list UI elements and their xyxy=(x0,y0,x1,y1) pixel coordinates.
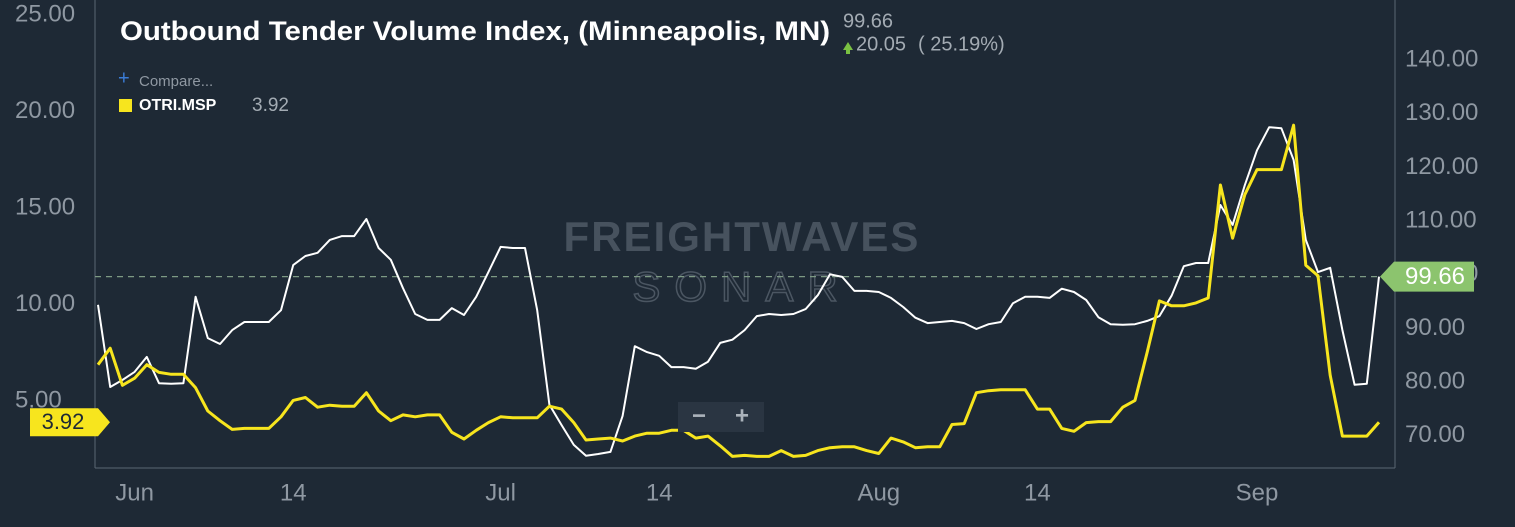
watermark: SONAR xyxy=(632,263,851,310)
last-value: 99.66 xyxy=(843,10,893,32)
value-tag xyxy=(1380,261,1474,292)
y2-tick-label: 80.00 xyxy=(1405,367,1465,394)
series-line xyxy=(97,126,1380,457)
zoom-in[interactable]: + xyxy=(735,402,749,429)
chart-title: Outbound Tender Volume Index, (Minneapol… xyxy=(120,16,830,46)
compare-link[interactable]: Compare... xyxy=(139,73,213,90)
watermark: FREIGHTWAVES xyxy=(564,213,921,260)
y-tick-label: 15.00 xyxy=(15,194,75,221)
zoom-out[interactable]: − xyxy=(692,402,706,429)
y2-tick-label: 140.00 xyxy=(1405,45,1478,72)
zoom-control xyxy=(678,402,764,432)
y2-tick-label: 90.00 xyxy=(1405,314,1465,341)
x-tick-label: Jul xyxy=(485,479,516,506)
up-arrow xyxy=(846,50,850,54)
y2-tick-label: 70.00 xyxy=(1405,421,1465,448)
change-pct: ( 25.19%) xyxy=(918,33,1005,55)
x-tick-label: 14 xyxy=(646,479,673,506)
value-tag xyxy=(30,408,110,437)
x-tick-label: 14 xyxy=(280,479,307,506)
x-tick-label: Sep xyxy=(1236,479,1279,506)
up-arrow xyxy=(843,42,853,50)
legend-value: 3.92 xyxy=(252,95,289,116)
x-tick-label: Aug xyxy=(857,479,900,506)
series-line xyxy=(96,123,1381,458)
y-tick-label: 20.00 xyxy=(15,97,75,124)
x-tick-label: Jun xyxy=(115,479,154,506)
legend-label: OTRI.MSP xyxy=(139,97,217,114)
compare-icon[interactable]: + xyxy=(118,67,130,89)
legend-swatch xyxy=(119,99,132,112)
change: 20.05 xyxy=(856,33,906,55)
x-tick-label: 14 xyxy=(1024,479,1051,506)
value-tag-label: 3.92 xyxy=(42,409,85,434)
value-tag-label: 99.66 xyxy=(1405,263,1465,290)
y2-tick-label: 110.00 xyxy=(1405,206,1477,233)
y2-tick-label: 120.00 xyxy=(1405,153,1478,180)
y-tick-label: 10.00 xyxy=(15,290,75,317)
y-tick-label: 25.00 xyxy=(15,0,75,27)
y2-tick-label: 130.00 xyxy=(1405,99,1478,126)
